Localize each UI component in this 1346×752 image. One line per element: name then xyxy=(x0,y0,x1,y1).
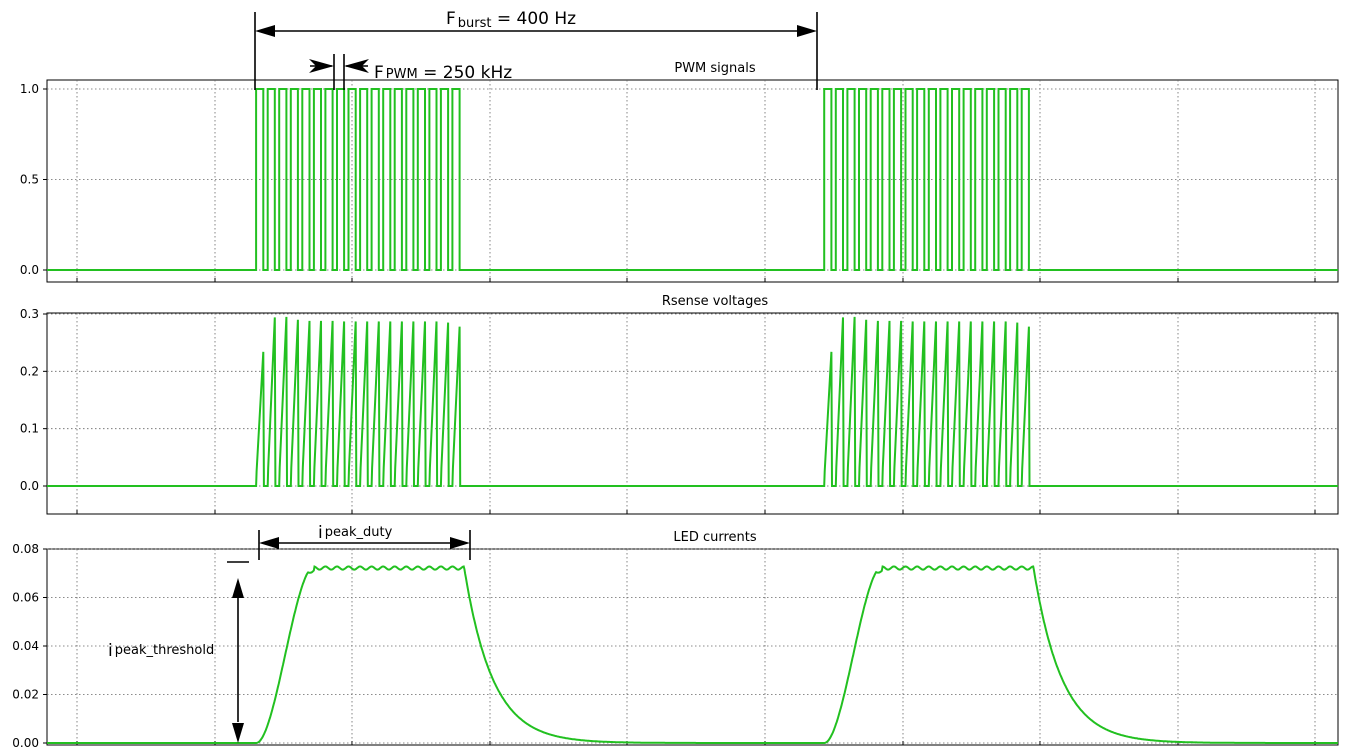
i-peak-duty-label: i peak_duty xyxy=(318,523,393,543)
y-tick-label: 0.5 xyxy=(20,173,39,187)
plot-frame xyxy=(46,548,1339,746)
y-tick-label: 0.00 xyxy=(12,736,39,748)
f-pwm-label: F PWM = 250 kHz xyxy=(374,63,512,83)
waveform-trace xyxy=(47,88,1338,271)
peak-threshold-arrowhead-top xyxy=(232,578,244,598)
peak-threshold-arrowhead-bottom xyxy=(232,723,244,743)
waveform-trace xyxy=(47,565,1338,744)
y-tick-label: 0.02 xyxy=(12,688,39,702)
panel-title-rsense: Rsense voltages xyxy=(662,294,769,309)
y-tick-label: 0.0 xyxy=(20,479,39,493)
pwm-arrowhead-right xyxy=(344,59,369,73)
panel-title-led: LED currents xyxy=(673,530,756,545)
peak-duty-arrowhead-left xyxy=(259,537,279,549)
panel-rsense-voltages: Rsense voltages 0.0 0.1 0.2 0.3 xyxy=(20,294,1339,515)
y-tick-label: 0.3 xyxy=(20,307,39,321)
y-tick-label: 0.08 xyxy=(12,542,39,556)
panel-pwm-signals: PWM signals 0.0 0.5 1.0 xyxy=(20,61,1339,283)
plot-frame xyxy=(46,79,1339,283)
panel-led-currents: LED currents 0.00 0.02 0.04 0.06 0.08 xyxy=(12,530,1339,750)
y-tick-label: 0.04 xyxy=(12,639,39,653)
waveform-trace xyxy=(47,316,1338,487)
burst-arrowhead-left xyxy=(255,25,275,37)
i-peak-threshold-label: i peak_threshold xyxy=(108,641,214,661)
y-tick-label: 0.06 xyxy=(12,591,39,605)
y-tick-label: 0.0 xyxy=(20,263,39,277)
y-tick-label: 1.0 xyxy=(20,82,39,96)
panel-title-pwm: PWM signals xyxy=(674,61,755,76)
y-tick-label: 0.1 xyxy=(20,422,39,436)
burst-arrowhead-right xyxy=(797,25,817,37)
pwm-arrowhead-left xyxy=(309,59,334,73)
y-tick-label: 0.2 xyxy=(20,364,39,378)
peak-duty-arrowhead-right xyxy=(450,537,470,549)
plot-frame xyxy=(46,312,1339,515)
